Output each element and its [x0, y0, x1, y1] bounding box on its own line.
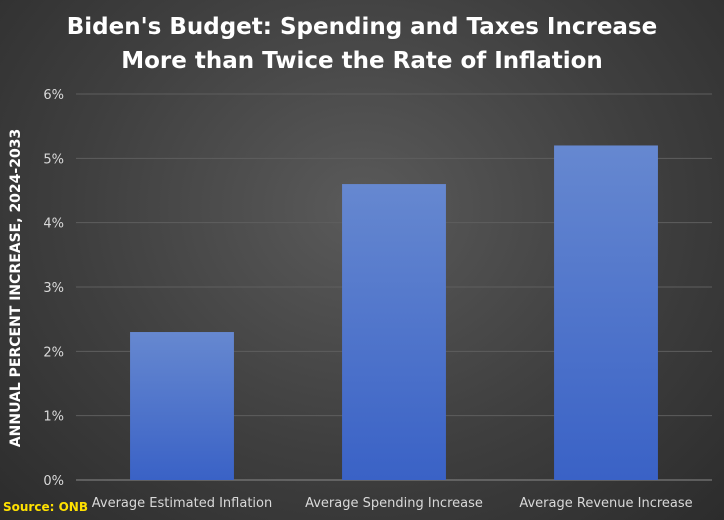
y-tick-label: 3% [43, 281, 64, 296]
chart-title-line-1: Biden's Budget: Spending and Taxes Incre… [66, 14, 658, 40]
y-tick-label: 5% [43, 152, 64, 167]
x-tick-label: Average Revenue Increase [519, 496, 692, 511]
bar-average-estimated-inflation [130, 332, 234, 480]
y-tick-label: 4% [43, 217, 64, 232]
x-tick-label: Average Estimated Inflation [92, 496, 272, 511]
bar-average-revenue-increase [554, 145, 658, 480]
y-tick-label: 1% [43, 410, 64, 425]
y-tick-label: 6% [43, 88, 64, 103]
chart-title-line-2: More than Twice the Rate of Inflation [121, 48, 603, 74]
y-tick-labels: 0% 1% 2% 3% 4% 5% 6% [43, 88, 64, 489]
y-tick-label: 2% [43, 345, 64, 360]
bars [130, 145, 658, 481]
bar-average-spending-increase [342, 184, 446, 481]
chart-title: Biden's Budget: Spending and Taxes Incre… [0, 10, 724, 78]
source-note: Source: ONB [3, 500, 88, 514]
y-tick-label: 0% [43, 474, 64, 489]
x-tick-label: Average Spending Increase [305, 496, 483, 511]
x-tick-labels: Average Estimated Inflation Average Spend… [92, 496, 693, 511]
